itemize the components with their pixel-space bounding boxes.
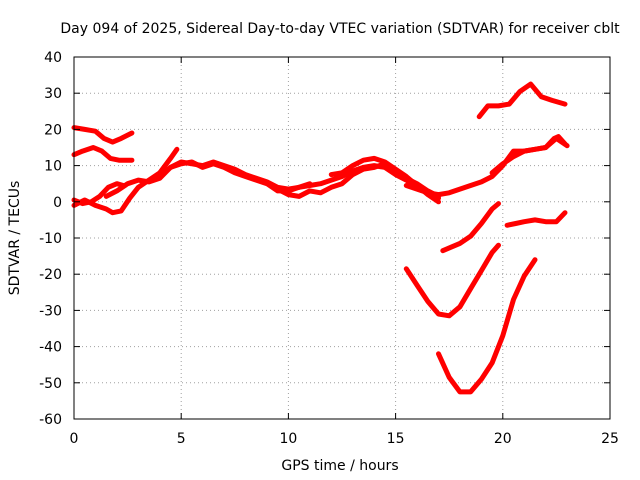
y-axis-title: SDTVAR / TECUs	[7, 181, 23, 296]
x-tick-label: 20	[494, 431, 512, 447]
y-tick-label: -20	[39, 267, 62, 283]
y-tick-label: 0	[53, 195, 62, 211]
series-line-arc-12	[440, 201, 501, 254]
series-line-arc-4	[71, 146, 180, 216]
series-line-arc-13	[504, 210, 568, 228]
y-tick-label: -30	[39, 303, 62, 319]
x-tick-label: 5	[177, 431, 186, 447]
y-tick-labels: -60 -50 -40 -30 -20 -10 0 10 20 30 40	[39, 50, 62, 428]
series-line-arc-15	[436, 257, 538, 395]
chart-title: Day 094 of 2025, Sidereal Day-to-day VTE…	[60, 21, 620, 37]
ticks	[73, 56, 611, 420]
x-tick-label: 10	[279, 431, 297, 447]
y-tick-label: 10	[44, 159, 62, 175]
series-line-arc-6	[157, 159, 441, 201]
series-line-arc-2	[71, 145, 135, 163]
x-tick-label: 0	[70, 431, 79, 447]
x-tick-labels: 0 5 10 15 20 25	[70, 431, 619, 447]
y-tick-label: -40	[39, 340, 62, 356]
series-line-arc-11	[476, 81, 568, 120]
grid	[74, 57, 610, 419]
series-line-arc-10	[489, 134, 568, 176]
x-axis-title: GPS time / hours	[281, 458, 398, 474]
y-tick-label: -60	[39, 412, 62, 428]
series-group	[71, 81, 570, 395]
x-tick-label: 25	[601, 431, 619, 447]
y-tick-label: -50	[39, 376, 62, 392]
x-tick-label: 15	[387, 431, 405, 447]
y-tick-label: 30	[44, 86, 62, 102]
y-tick-label: 20	[44, 122, 62, 138]
series-line-arc-14	[403, 242, 501, 319]
y-tick-label: 40	[44, 50, 62, 66]
y-tick-label: -10	[39, 231, 62, 247]
series-line-arc-1	[71, 125, 135, 145]
